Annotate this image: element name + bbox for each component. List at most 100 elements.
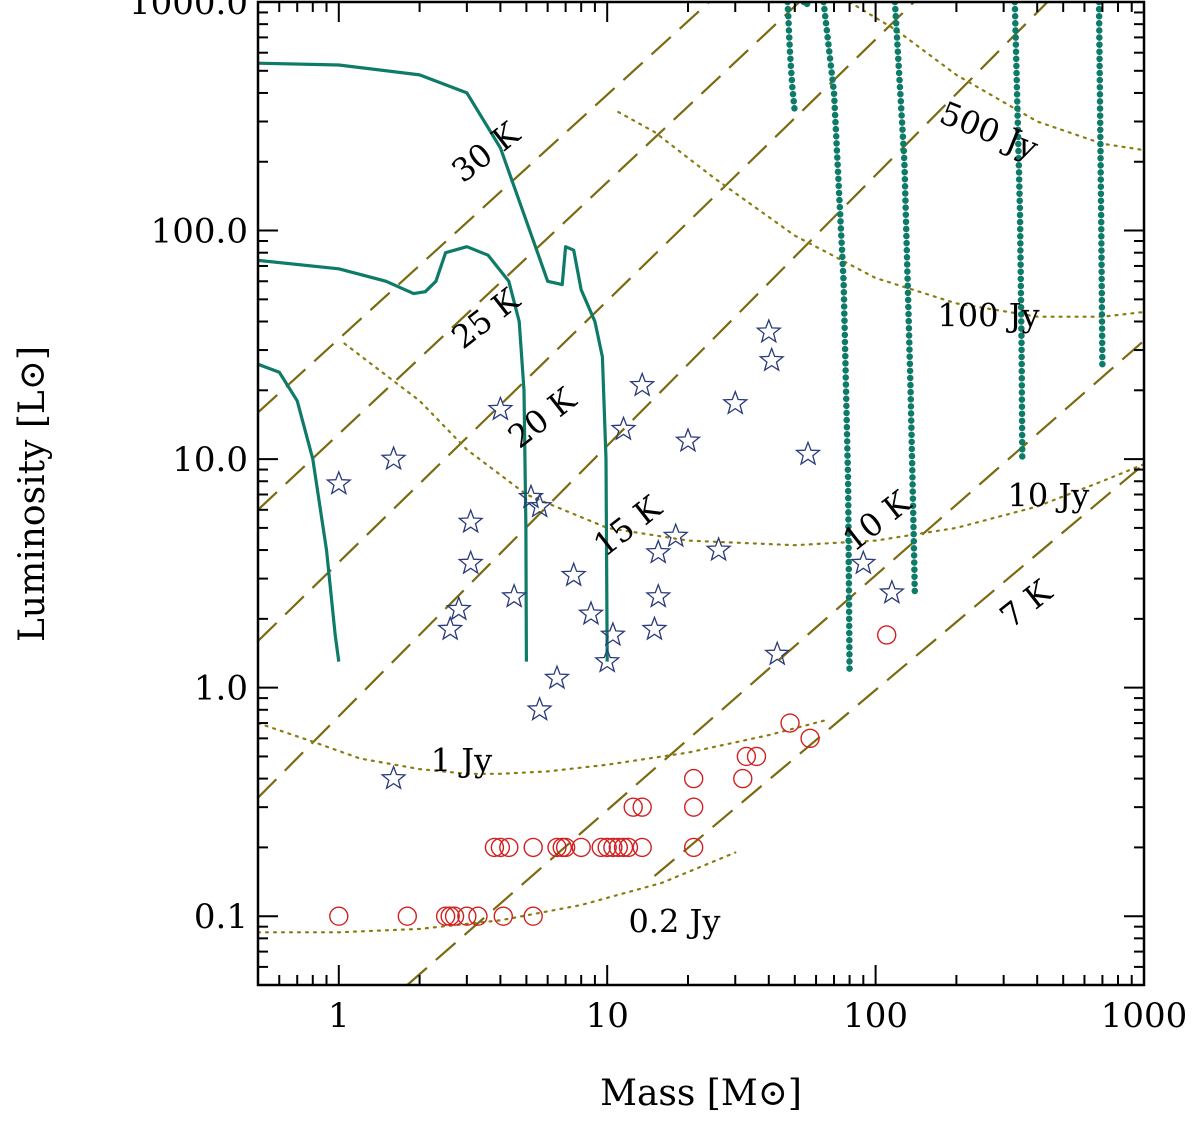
y-axis-title: Luminosity [L⊙] [12,346,53,642]
data-point-star [610,415,637,441]
evolution-track-dotted [1011,2,1026,463]
data-point-circle [444,906,465,926]
data-point-circle [457,906,477,926]
data-point-circle [613,837,634,858]
plot-frame [256,0,1146,987]
data-point-star [722,389,749,415]
data-point-circle [523,906,543,926]
data-point-circle [623,797,643,817]
y-tick-label: 100.0 [151,212,248,252]
x-tick-label: 100 [843,996,908,1036]
flux-label: 100 Jy [937,297,1039,335]
data-point-circle [484,837,505,858]
data-point-circle [571,837,591,858]
data-point-star [645,538,672,564]
data-point-circle [800,728,820,749]
evolution-track-dotted [1095,2,1106,372]
data-point-star [500,582,528,608]
evolution-track-dotted [820,2,853,678]
evolution-track-dotted [784,2,799,116]
y-tick-label: 1000.0 [129,0,248,23]
data-point-star [577,600,605,626]
data-point-circle [499,837,519,858]
data-point-star [641,615,668,641]
data-point-star [594,647,621,673]
flux-curve [848,2,1144,152]
flux-curve [258,851,737,934]
y-tick-label: 10.0 [172,440,248,480]
data-point-circle [618,837,639,858]
data-point-star [794,440,822,466]
temperature-label: 20 K [501,379,584,456]
data-point-star [543,664,571,690]
data-point-circle [736,746,757,767]
temperature-label: 7 K [993,571,1060,635]
data-point-star [457,549,484,575]
data-point-star [629,371,656,397]
data-point-circle [608,837,629,858]
flux-label: 10 Jy [1007,477,1089,515]
data-point-star [599,621,627,647]
data-point-star [758,346,785,372]
data-point-star [526,492,553,518]
data-point-circle [397,906,418,926]
data-point-circle [683,797,704,817]
temperature-line [258,2,1049,799]
data-point-circle [468,906,488,926]
flux-label: 500 Jy [934,94,1043,168]
data-point-circle [329,906,349,926]
data-point-star [850,549,877,575]
x-tick-label: 1000 [1101,996,1188,1036]
evolution-track-dotted [891,2,919,597]
data-point-star [674,427,702,453]
data-point-circle [632,837,652,858]
data-point-circle [547,837,567,858]
y-tick-label: 1.0 [194,669,248,709]
data-point-star [380,764,407,790]
evolution-track [258,362,341,662]
evolution-track [258,245,528,662]
data-point-circle [493,906,513,926]
data-point-circle [603,837,623,858]
x-tick-label: 10 [586,996,629,1036]
data-point-star [662,522,689,548]
flux-curve [617,110,1144,318]
flux-label: 0.2 Jy [628,902,720,940]
data-point-star [325,469,352,496]
temperature-label: 15 K [586,487,669,564]
data-point-star [878,578,906,605]
data-point-circle [597,837,617,858]
data-point-circle [683,768,704,789]
x-axis-title: Mass [M⊙] [600,1073,802,1114]
data-point-circle [523,837,543,858]
ticks: 1 10 100 1000 0.1 1.0 10.0 100.0 1000.0 [129,0,1187,1036]
data-point-star [380,445,407,471]
data-point-circle [555,837,576,858]
flux-curve [258,719,827,775]
temperature-label: 25 K [444,280,527,357]
y-tick-label: 0.1 [194,897,248,937]
x-tick-label: 1 [328,996,350,1036]
data-point-star [457,508,484,534]
data-point-circle [733,768,753,789]
data-point-star [445,595,472,621]
axes-frame [256,0,1146,987]
data-point-star [645,582,672,608]
evolution-track [258,61,609,662]
plot-area [258,2,1144,985]
flux-label: 1 Jy [431,741,492,779]
data-point-star [705,536,732,562]
data-point-circle [683,837,704,858]
evolution-track-dotted [800,2,812,14]
data-point-circle [746,746,767,767]
data-point-star [560,561,587,587]
data-point-star [755,318,782,344]
data-point-star [526,695,553,722]
data-point-circle [490,837,511,858]
data-point-circle [591,837,611,858]
data-point-circle [780,713,800,733]
data-point-circle [435,906,456,926]
data-point-star [487,395,514,421]
